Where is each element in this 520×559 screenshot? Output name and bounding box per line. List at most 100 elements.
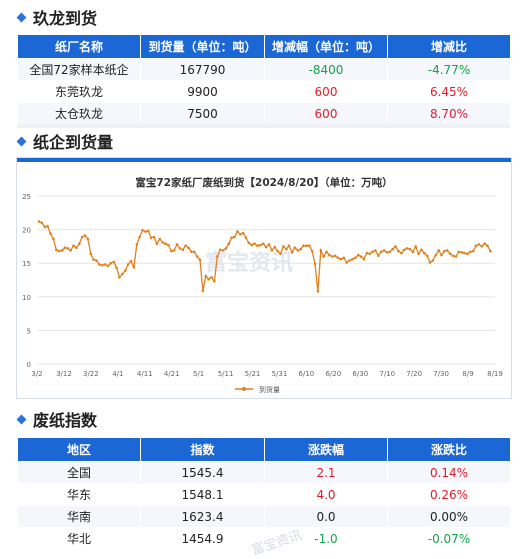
data-point: [402, 248, 406, 252]
data-point: [411, 250, 415, 254]
data-point: [216, 255, 219, 258]
x-tick-label: 5/21: [245, 370, 261, 378]
data-point: [483, 242, 487, 245]
data-point: [331, 255, 334, 258]
data-point: [193, 250, 196, 254]
data-point: [106, 264, 110, 268]
data-point: [423, 251, 426, 255]
data-point: [474, 244, 478, 247]
section-title-text: 废纸指数: [33, 411, 98, 430]
data-point: [152, 235, 156, 239]
data-point: [391, 247, 395, 251]
table-cell-region: 华北: [17, 527, 141, 550]
legend-label: 到货量: [259, 385, 280, 394]
data-point: [489, 249, 492, 253]
x-tick-label: 5/11: [218, 370, 234, 378]
data-point: [63, 246, 67, 249]
data-point: [207, 278, 210, 281]
data-point: [336, 256, 340, 260]
data-point: [448, 252, 452, 256]
data-point: [103, 263, 107, 266]
table-cell-volume: 9900: [140, 80, 265, 103]
data-point: [463, 251, 466, 255]
table-cell-change: -1.0: [264, 527, 388, 550]
data-point: [144, 230, 147, 233]
data-point: [348, 259, 351, 262]
table-header-row: 纸厂名称 到货量（单位：吨） 增减幅（单位：吨） 增减比: [17, 34, 511, 59]
data-point: [356, 253, 360, 257]
y-tick-label: 5: [27, 327, 31, 335]
data-point: [37, 220, 41, 223]
table-cell-change: 4.0: [264, 483, 388, 506]
x-tick-label: 7/20: [406, 370, 422, 378]
data-point: [420, 248, 423, 252]
x-tick-label: 4/11: [137, 370, 153, 378]
data-point: [428, 261, 432, 264]
chart-title: 富宝72家纸厂废纸到货【2024/8/20】（单位：万吨）: [135, 177, 393, 189]
data-point: [75, 246, 78, 249]
column-header: 增减比: [387, 34, 511, 59]
data-point: [86, 237, 90, 241]
data-point: [259, 243, 262, 247]
table-cell-index: 1623.4: [140, 505, 265, 528]
table-cell-change: 0.0: [264, 505, 388, 528]
data-point: [313, 262, 317, 266]
data-point: [149, 236, 153, 239]
x-tick-label: 8/9: [462, 370, 473, 378]
column-header: 到货量（单位：吨）: [140, 34, 265, 59]
y-tick-label: 25: [22, 193, 31, 201]
table-cell-change: 600: [264, 80, 388, 103]
data-point: [236, 230, 239, 233]
data-point: [101, 263, 104, 267]
data-point: [477, 243, 481, 246]
table-cell-ratio: 0.00%: [387, 505, 511, 528]
data-point: [239, 233, 242, 236]
y-tick-label: 10: [22, 294, 31, 302]
column-header: 增减幅（单位：吨）: [264, 34, 388, 59]
data-point: [129, 259, 133, 263]
data-point: [175, 243, 179, 246]
data-point: [230, 236, 233, 239]
data-point: [98, 263, 101, 266]
data-point: [135, 243, 139, 246]
data-point: [469, 250, 472, 254]
x-tick-label: 7/10: [379, 370, 395, 378]
data-point: [244, 236, 248, 239]
table-cell-index: 1454.9: [140, 527, 265, 550]
x-tick-label: 3/22: [83, 370, 99, 378]
data-point: [339, 257, 343, 261]
x-tick-label: 3/2: [31, 370, 42, 378]
data-point: [368, 252, 372, 256]
data-point: [365, 251, 369, 255]
x-tick-label: 7/30: [433, 370, 449, 378]
data-point: [454, 255, 458, 258]
data-point: [374, 249, 377, 252]
data-point: [328, 253, 331, 257]
data-point: [333, 254, 337, 258]
data-point: [385, 251, 389, 254]
column-header: 地区: [17, 437, 141, 462]
column-header: 指数: [140, 437, 265, 462]
data-point: [267, 243, 271, 246]
data-point: [126, 263, 130, 266]
data-point: [43, 225, 47, 229]
diamond-bullet-icon: [16, 414, 27, 424]
table-row: 华北 1454.9 -1.0 -0.07%: [17, 527, 511, 550]
data-point: [253, 242, 256, 245]
x-tick-label: 4/1: [112, 370, 123, 378]
data-point: [466, 252, 469, 256]
data-point: [121, 272, 124, 276]
table-row: 太仓玖龙 7500 600 8.70%: [17, 102, 511, 125]
data-point: [178, 247, 182, 250]
data-point: [262, 242, 265, 245]
data-point: [351, 257, 354, 261]
data-point: [60, 249, 64, 252]
x-tick-label: 8/19: [487, 370, 503, 378]
data-point: [112, 260, 116, 264]
data-point: [437, 249, 441, 252]
diamond-bullet-icon: [16, 136, 27, 146]
data-point: [247, 241, 251, 245]
data-point: [233, 235, 236, 239]
table-cell-ratio: 0.14%: [387, 461, 511, 484]
data-point: [55, 248, 58, 252]
